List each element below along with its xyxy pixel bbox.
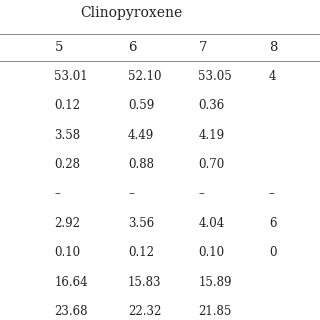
Text: 0.59: 0.59 xyxy=(128,99,154,112)
Text: 15.83: 15.83 xyxy=(128,276,162,289)
Text: 0.70: 0.70 xyxy=(198,158,225,171)
Text: 8: 8 xyxy=(269,41,277,53)
Text: 0.10: 0.10 xyxy=(54,246,81,259)
Text: 53.01: 53.01 xyxy=(54,70,88,83)
Text: 15.89: 15.89 xyxy=(198,276,232,289)
Text: 6: 6 xyxy=(269,217,276,230)
Text: 5: 5 xyxy=(54,41,63,53)
Text: –: – xyxy=(269,188,275,200)
Text: 4.04: 4.04 xyxy=(198,217,225,230)
Text: 52.10: 52.10 xyxy=(128,70,162,83)
Text: Clinopyroxene: Clinopyroxene xyxy=(80,6,182,20)
Text: 4: 4 xyxy=(269,70,276,83)
Text: 16.64: 16.64 xyxy=(54,276,88,289)
Text: –: – xyxy=(198,188,204,200)
Text: 0.12: 0.12 xyxy=(54,99,80,112)
Text: 21.85: 21.85 xyxy=(198,305,232,318)
Text: –: – xyxy=(54,188,60,200)
Text: 4.19: 4.19 xyxy=(198,129,225,141)
Text: 4.49: 4.49 xyxy=(128,129,154,141)
Text: 7: 7 xyxy=(198,41,207,53)
Text: 22.32: 22.32 xyxy=(128,305,161,318)
Text: 0.12: 0.12 xyxy=(128,246,154,259)
Text: 0.10: 0.10 xyxy=(198,246,225,259)
Text: 53.05: 53.05 xyxy=(198,70,232,83)
Text: 3.58: 3.58 xyxy=(54,129,81,141)
Text: 0.88: 0.88 xyxy=(128,158,154,171)
Text: 23.68: 23.68 xyxy=(54,305,88,318)
Text: 5.80: 5.80 xyxy=(0,70,1,83)
Text: 3.56: 3.56 xyxy=(128,217,154,230)
Text: 0.36: 0.36 xyxy=(198,99,225,112)
Text: 0: 0 xyxy=(269,246,276,259)
Text: –: – xyxy=(128,188,134,200)
Text: 2.92: 2.92 xyxy=(54,217,80,230)
Text: 0.28: 0.28 xyxy=(54,158,80,171)
Text: 6: 6 xyxy=(128,41,137,53)
